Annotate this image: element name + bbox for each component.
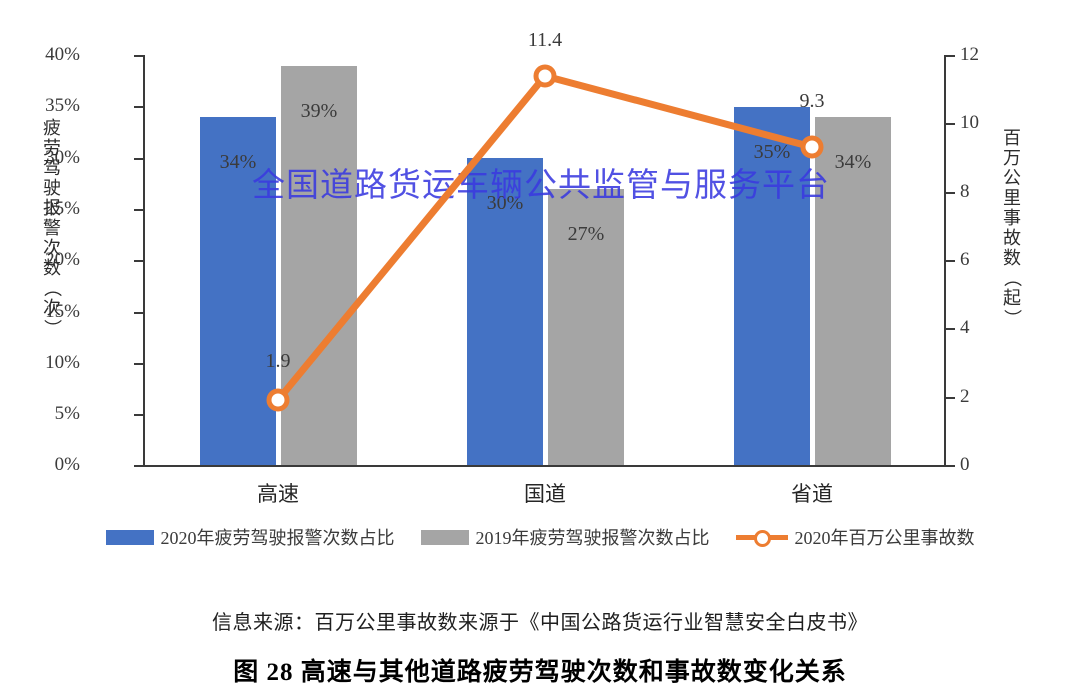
- y-axis-left-tick-label: 30%: [45, 147, 80, 168]
- legend-swatch-gray-icon: [420, 529, 469, 545]
- bar-value-label: 34%: [219, 151, 257, 173]
- x-axis-category-label: 国道: [524, 482, 566, 506]
- y-axis-right-tick: [946, 55, 955, 57]
- bar-value-label: 34%: [834, 151, 872, 173]
- y-axis-left-tick-label: 0%: [54, 454, 80, 475]
- source-note: 信息来源：百万公里事故数来源于《中国公路货运行业智慧安全白皮书》: [212, 612, 868, 634]
- legend-label: 2020年疲劳驾驶报警次数占比: [160, 528, 395, 548]
- legend-line-circle-icon: [735, 529, 788, 547]
- y-axis-right-title: 百 万 公 里 事 故 数 （ 起 ）: [1000, 128, 1024, 328]
- y-axis-left-tick-label: 20%: [45, 249, 80, 270]
- y-axis-left-title-char: 驶: [43, 178, 61, 198]
- bar-2019-gaosu[interactable]: 39%: [281, 66, 357, 465]
- chart-legend: 2020年疲劳驾驶报警次数占比 2019年疲劳驾驶报警次数占比 2020年百万公…: [0, 524, 1080, 550]
- y-axis-left-tick-label: 10%: [45, 352, 80, 373]
- legend-label: 2020年百万公里事故数: [794, 528, 975, 548]
- legend-item-2019-bar[interactable]: 2019年疲劳驾驶报警次数占比: [420, 524, 710, 550]
- y-axis-left-title-char: 次: [43, 238, 61, 258]
- y-axis-right-title-char: 数: [1003, 248, 1021, 268]
- bar-2020-gaosu[interactable]: 34%: [200, 117, 276, 465]
- y-axis-left-tick-label: 25%: [45, 198, 80, 219]
- figure-caption: 图 28 高速与其他道路疲劳驾驶次数和事故数变化关系: [233, 659, 847, 686]
- y-axis-left-tick-label: 15%: [45, 301, 80, 322]
- line-value-label: 11.4: [527, 29, 563, 51]
- y-axis-left-tick-label: 40%: [45, 44, 80, 65]
- y-axis-right-line: [944, 55, 946, 467]
- y-axis-left-tick: [134, 260, 143, 262]
- y-axis-right-tick: [946, 397, 955, 399]
- y-axis-left-tick: [134, 158, 143, 160]
- bar-value-label: 27%: [567, 223, 605, 245]
- y-axis-left-title-char: 数: [43, 258, 61, 278]
- y-axis-right-title-char: 故: [1003, 228, 1021, 248]
- y-axis-right-title-char: 里: [1003, 188, 1021, 208]
- y-axis-right-tick: [946, 465, 955, 467]
- bars-layer: 34% 39% 30% 27% 35% 34%: [143, 55, 945, 465]
- legend-label: 2019年疲劳驾驶报警次数占比: [475, 528, 710, 548]
- line-value-label: 9.3: [799, 90, 825, 112]
- y-axis-right-title-char: （: [1002, 269, 1022, 287]
- x-axis-line: [143, 465, 946, 467]
- y-axis-right-tick: [946, 192, 955, 194]
- y-axis-left-tick-label: 35%: [45, 95, 80, 116]
- y-axis-right-tick-label: 0: [960, 454, 970, 475]
- y-axis-left-title-char: 劳: [43, 138, 61, 158]
- y-axis-left-title: 疲 劳 驾 驶 报 警 次 数 （ 次 ）: [40, 118, 64, 338]
- y-axis-right-tick-label: 6: [960, 249, 970, 270]
- y-axis-left-title-char: 驾: [43, 158, 61, 178]
- y-axis-right-tick: [946, 328, 955, 330]
- legend-item-accident-line[interactable]: 2020年百万公里事故数: [735, 524, 975, 550]
- y-axis-right-tick-label: 8: [960, 181, 970, 202]
- y-axis-right-title-char: 事: [1003, 208, 1021, 228]
- y-axis-left-line: [143, 55, 145, 467]
- bar-value-label: 39%: [300, 100, 338, 122]
- y-axis-left-title-char: （: [42, 279, 62, 297]
- line-value-label: 1.9: [265, 350, 291, 372]
- y-axis-left-title-char: ）: [42, 319, 62, 337]
- bar-2019-shengdao[interactable]: 34%: [815, 117, 891, 465]
- y-axis-right-title-char: 起: [1003, 288, 1021, 308]
- legend-item-2020-bar[interactable]: 2020年疲劳驾驶报警次数占比: [105, 524, 395, 550]
- y-axis-right-title-char: ）: [1002, 309, 1022, 327]
- watermark-text: 全国道路货运车辆公共监管与服务平台: [252, 166, 830, 203]
- y-axis-left-tick: [134, 414, 143, 416]
- y-axis-right-title-char: 百: [1003, 128, 1021, 148]
- y-axis-right-tick-label: 10: [960, 112, 979, 133]
- y-axis-left-title-char: 次: [43, 298, 61, 318]
- y-axis-right-tick-label: 2: [960, 386, 970, 407]
- y-axis-right-title-char: 公: [1003, 168, 1021, 188]
- y-axis-right-tick-label: 4: [960, 317, 970, 338]
- y-axis-left-tick: [134, 363, 143, 365]
- y-axis-left-tick: [134, 465, 143, 467]
- y-axis-left-title-char: 警: [43, 218, 61, 238]
- y-axis-right-title-char: 万: [1003, 148, 1021, 168]
- y-axis-right-tick-label: 12: [960, 44, 979, 65]
- x-axis-category-label: 高速: [257, 482, 299, 506]
- y-axis-left-tick: [134, 55, 143, 57]
- plot-area: 40% 35% 30% 25% 20% 15% 10% 5% 0% 12 10 …: [40, 29, 1024, 506]
- y-axis-left-title-char: 报: [43, 198, 61, 218]
- y-axis-left-tick: [134, 106, 143, 108]
- y-axis-left-tick-label: 5%: [54, 403, 80, 424]
- y-axis-left-tick: [134, 209, 143, 211]
- y-axis-right-tick: [946, 260, 955, 262]
- x-axis-category-label: 省道: [791, 482, 833, 506]
- y-axis-left-title-char: 疲: [43, 118, 61, 138]
- y-axis-right-tick: [946, 123, 955, 125]
- bar-2019-guodao[interactable]: 27%: [548, 189, 624, 465]
- y-axis-left-tick: [134, 312, 143, 314]
- legend-swatch-blue-icon: [105, 529, 154, 545]
